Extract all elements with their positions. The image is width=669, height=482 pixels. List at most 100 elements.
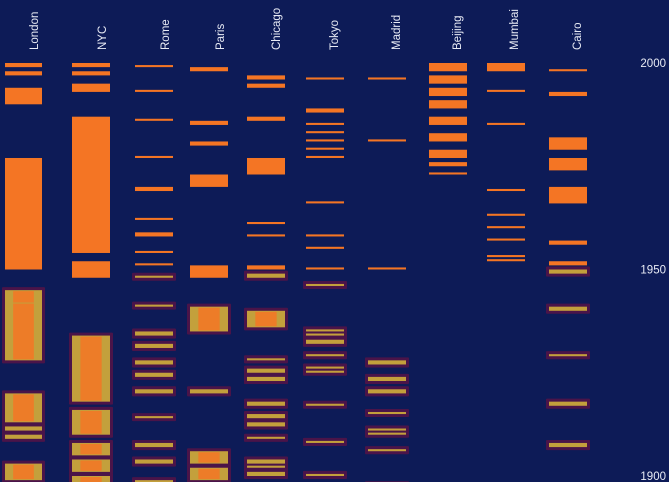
span-bar-mumbai [487,188,525,192]
span-bar-mumbai [487,213,525,216]
span-bar-nyc [72,71,110,76]
span-bar-rome [135,250,173,253]
span-bar-tokyo [306,333,344,336]
column-label-madrid: Madrid [391,15,403,50]
span-bar-core-london [13,464,34,480]
span-bar-rome [135,263,173,266]
span-bar-nyc [72,116,110,253]
span-bar-chicago [247,471,285,476]
column-label-london: London [29,12,41,50]
span-bar-rome [135,480,173,482]
span-bar-tokyo [306,403,344,406]
span-bar-rome [135,343,173,348]
span-bar-rome [135,89,173,92]
span-bar-tokyo [306,147,344,150]
span-bar-london [5,71,42,76]
span-bar-cairo [549,306,587,311]
span-bar-cairo [549,91,587,97]
span-bar-core-nyc [80,443,102,455]
span-bar-tokyo [306,122,344,125]
span-bar-cairo [549,137,587,150]
span-bar-beijing [429,75,467,84]
span-bar-tokyo [306,267,344,270]
span-bar-beijing [429,63,467,72]
span-bar-tokyo [306,234,344,237]
span-bar-mumbai [487,259,525,262]
span-bar-madrid [368,411,406,415]
span-bar-mumbai [487,255,525,258]
span-bar-tokyo [306,473,344,476]
span-bar-beijing [429,133,467,142]
span-bar-core-london [13,394,34,422]
span-bar-rome [135,65,173,68]
span-bar-madrid [368,139,406,142]
span-bar-cairo [549,186,587,204]
span-bar-core-nyc [80,336,102,401]
span-bar-tokyo [306,366,344,369]
span-bar-core-paris [198,307,220,331]
span-bar-tokyo [306,139,344,142]
label-layer: London NYC Rome Paris Chicago Tokyo Madrid Beij… [29,8,666,482]
span-bar-cairo [549,240,587,245]
span-bar-madrid [368,376,406,382]
span-bar-chicago [247,157,285,175]
span-bar-paris [190,174,228,187]
year-tick-1900: 1900 [640,471,666,482]
span-bar-mumbai [487,238,525,241]
span-bar-madrid [368,432,406,435]
span-bar-rome [135,331,173,336]
span-bar-rome [135,155,173,158]
span-bar-tokyo [306,370,344,373]
span-bar-chicago [247,273,285,278]
span-bar-mumbai [487,226,525,229]
year-tick-1950: 1950 [640,265,666,277]
span-bar-london [5,63,42,68]
span-bar-core-nyc [80,410,102,434]
span-bar-tokyo [306,246,344,249]
span-bar-cairo [549,157,587,171]
span-bar-tokyo [306,283,344,287]
span-bar-nyc [72,63,110,68]
span-bar-chicago [247,358,285,361]
span-bar-tokyo [306,155,344,158]
span-bar-chicago [247,234,285,237]
column-label-cairo: Cairo [572,23,584,50]
span-bar-chicago [247,368,285,373]
span-bar-rome [135,389,173,394]
year-tick-2000: 2000 [640,58,666,70]
span-bar-paris [190,67,228,72]
span-bar-rome [135,232,173,237]
span-bar-chicago [247,401,285,406]
span-bar-cairo [549,442,587,448]
span-bar-chicago [247,465,285,468]
span-bar-tokyo [306,201,344,204]
span-bar-rome [135,360,173,365]
span-bar-rome [135,118,173,121]
span-bar-core-nyc [80,477,102,482]
span-bar-tokyo [306,440,344,443]
span-bar-cairo [549,354,587,357]
span-bar-chicago [247,75,285,80]
span-bar-nyc [72,83,110,92]
column-label-nyc: NYC [97,26,109,50]
span-bar-core-paris [198,452,220,463]
span-bar-beijing [429,87,467,97]
column-label-paris: Paris [215,24,227,50]
span-bar-core-london [13,303,34,360]
span-bar-cairo [549,401,587,406]
span-bar-beijing [429,162,467,167]
span-bar-tokyo [306,339,344,344]
span-bar-london [5,87,42,105]
span-bar-chicago [247,265,285,270]
span-bar-chicago [247,436,285,439]
span-bar-core-nyc [80,460,102,471]
bar-layer [5,63,587,482]
span-bar-mumbai [487,63,525,72]
span-bar-rome [135,275,173,278]
span-bar-chicago [247,378,285,382]
span-bar-cairo [549,261,587,266]
span-bar-core-chicago [255,311,277,327]
span-bar-paris [190,141,228,146]
span-bar-nyc [72,261,110,278]
span-bar-chicago [247,459,285,464]
